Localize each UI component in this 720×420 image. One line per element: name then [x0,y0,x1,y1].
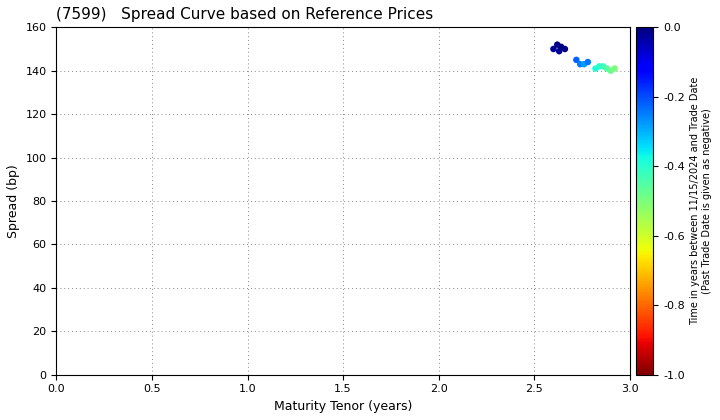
Point [582,59,593,66]
Y-axis label: Spread (bp): Spread (bp) [7,164,20,238]
Point [593,63,605,70]
Point [559,46,571,52]
Point [548,46,559,52]
Point [571,57,582,63]
Y-axis label: Time in years between 11/15/2024 and Trade Date
(Past Trade Date is given as neg: Time in years between 11/15/2024 and Tra… [690,77,712,325]
Point [552,41,563,48]
Point [598,63,609,70]
Point [590,65,601,72]
Point [605,67,616,74]
Point [609,65,621,72]
Text: (7599)   Spread Curve based on Reference Prices: (7599) Spread Curve based on Reference P… [56,7,433,22]
X-axis label: Maturity Tenor (years): Maturity Tenor (years) [274,400,413,413]
Point [575,61,586,68]
Point [578,61,590,68]
Point [554,48,565,55]
Point [555,43,567,50]
Point [601,65,613,72]
